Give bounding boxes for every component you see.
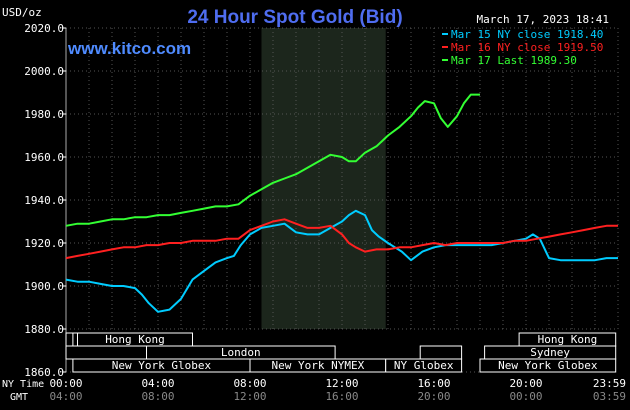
x-tick-label-ny: 00:00 [49, 377, 82, 390]
x-tick-label-gmt: 08:00 [141, 390, 174, 403]
chart-timestamp: March 17, 2023 18:41 [477, 13, 609, 26]
session-box-empty [419, 345, 463, 360]
y-tick-label: 1900.0 [24, 280, 64, 293]
y-tick-label: 2020.0 [24, 22, 64, 35]
x-tick-label-gmt: 12:00 [233, 390, 266, 403]
y-tick-label: 1880.0 [24, 323, 64, 336]
series-line-2 [65, 93, 480, 227]
x-axis: NY TimeGMT00:0004:0004:0008:0008:0012:00… [2, 377, 626, 403]
x-tick-label-ny: 04:00 [141, 377, 174, 390]
watermark: www.kitco.com [67, 39, 191, 58]
legend-label-0: Mar 15 NY close 1918.40 [451, 28, 603, 41]
series-lines [65, 93, 618, 313]
x-tick-label-ny: 20:00 [509, 377, 542, 390]
session-label: NY Globex [394, 359, 454, 372]
y-tick-label: 1940.0 [24, 194, 64, 207]
y-tick-label: 1980.0 [24, 108, 64, 121]
session-box-empty [65, 332, 74, 347]
session-label: New York NYMEX [271, 359, 364, 372]
series-line-0 [65, 209, 618, 313]
ny-time-label: NY Time [2, 379, 44, 390]
y-tick-label: 1960.0 [24, 151, 64, 164]
session-label: New York Globex [498, 359, 598, 372]
x-tick-label-gmt: 03:59 [593, 390, 626, 403]
session-label: Hong Kong [538, 333, 598, 346]
chart-title: 24 Hour Spot Gold (Bid) [187, 7, 402, 28]
x-tick-label-gmt: 20:00 [417, 390, 450, 403]
y-tick-label: 1920.0 [24, 237, 64, 250]
legend-label-2: Mar 17 Last 1989.30 [451, 54, 577, 67]
x-tick-label-ny: 08:00 [233, 377, 266, 390]
x-tick-label-gmt: 00:00 [509, 390, 542, 403]
session-box [479, 358, 617, 373]
session-box [385, 358, 463, 373]
x-tick-label-gmt: 04:00 [49, 390, 82, 403]
session-box-empty [65, 345, 147, 360]
x-tick-label-ny: 12:00 [325, 377, 358, 390]
x-tick-label-gmt: 16:00 [325, 390, 358, 403]
gmt-label: GMT [10, 392, 28, 403]
y-axis-unit: USD/oz [2, 6, 42, 19]
session-box [77, 332, 193, 347]
session-label: Hong Kong [105, 333, 165, 346]
y-tick-label: 1860.0 [24, 366, 64, 379]
session-label: London [221, 346, 261, 359]
y-tick-label: 2000.0 [24, 65, 64, 78]
series-line-1 [65, 218, 618, 260]
x-tick-label-ny: 23:59 [593, 377, 626, 390]
nymex-highlight-band [261, 28, 386, 329]
session-label: New York Globex [112, 359, 212, 372]
y-axis: 2020.0 2000.0 1980.0 1960.0 1940.0 1920.0 1900… [24, 22, 66, 379]
legend-label-1: Mar 16 NY close 1919.50 [451, 41, 603, 54]
session-label: Sydney [530, 346, 570, 359]
x-tick-label-ny: 16:00 [417, 377, 450, 390]
